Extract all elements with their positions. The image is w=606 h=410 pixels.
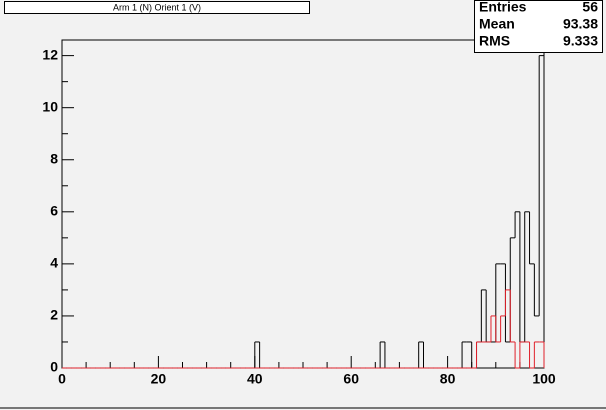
stats-box: [474, 0, 603, 53]
stats-value: 93.38: [563, 16, 598, 32]
x-tick-label: 100: [532, 371, 556, 387]
stats-label: Entries: [479, 0, 527, 15]
x-tick-label: 80: [440, 371, 456, 387]
y-tick-label: 12: [42, 46, 58, 62]
stats-value: 56: [582, 0, 598, 15]
y-tick-label: 8: [50, 150, 58, 166]
x-tick-label: 0: [58, 371, 66, 387]
y-tick-label: 4: [50, 255, 58, 271]
x-tick-label: 20: [151, 371, 167, 387]
stats-value: 9.333: [563, 33, 598, 49]
y-tick-label: 0: [50, 359, 58, 375]
chart-title: Arm 1 (N) Orient 1 (V): [113, 2, 201, 12]
x-tick-label: 40: [247, 371, 263, 387]
y-tick-label: 6: [50, 203, 58, 219]
title-box: [4, 1, 310, 14]
y-tick-label: 10: [42, 98, 58, 114]
stats-label: Mean: [479, 16, 515, 32]
y-tick-label: 2: [50, 307, 58, 323]
stats-label: RMS: [479, 33, 510, 49]
x-tick-label: 60: [343, 371, 359, 387]
